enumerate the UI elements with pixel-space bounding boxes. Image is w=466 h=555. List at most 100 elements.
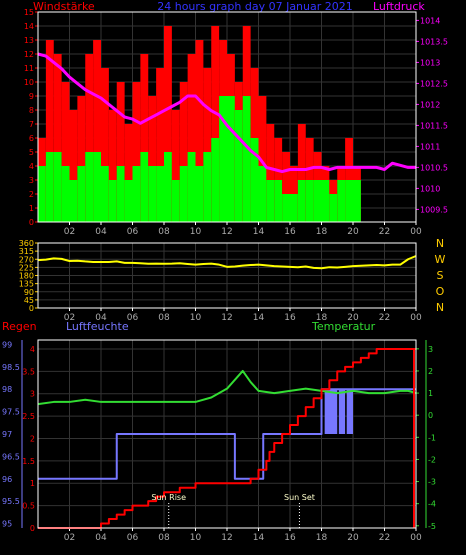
avg-bar: [227, 96, 235, 222]
avg-bar: [313, 180, 322, 222]
pressure-title: Luftdruck: [373, 0, 425, 13]
dir-xtick-label: 08: [158, 313, 170, 323]
gust-bar: [108, 110, 117, 222]
dir-xtick-label: 20: [347, 313, 359, 323]
rain-tick-label: 2: [30, 434, 35, 443]
wind-ytick-label: 8: [29, 106, 34, 115]
wind-title: Windstärke: [33, 0, 95, 13]
temperature-title: Temperatur: [311, 320, 376, 333]
gust-bar: [116, 82, 125, 222]
dir-ytick-label: 225: [19, 263, 34, 272]
humidity-tick-label: 95.5: [2, 497, 20, 506]
p3-xtick-label: 02: [64, 533, 75, 543]
p3-xtick-label: 08: [158, 533, 170, 543]
gust-bar: [211, 26, 220, 222]
wind-xtick-label: 10: [190, 227, 202, 237]
gust-bar: [203, 68, 212, 222]
humidity-tick-label: 97: [2, 430, 12, 439]
rain-tick-label: 0: [30, 524, 35, 533]
avg-bar: [148, 166, 157, 222]
rain-tick-label: 1.5: [22, 457, 35, 466]
avg-bar: [321, 180, 330, 222]
avg-bar: [53, 152, 62, 222]
gust-bar: [156, 68, 164, 222]
gust-bar: [195, 40, 204, 222]
gust-bar: [132, 82, 141, 222]
avg-bar: [156, 166, 164, 222]
humidity-tick-label: 96.5: [2, 452, 20, 461]
wind-ytick-label: 7: [29, 120, 34, 129]
avg-bar: [93, 152, 101, 222]
rain-tick-label: 0.5: [22, 502, 35, 511]
p3-xtick-label: 00: [410, 533, 422, 543]
wind-ytick-label: 5: [29, 148, 34, 157]
temperature-tick-label: -4: [428, 500, 436, 509]
humidity-tick-label: 96: [2, 475, 12, 484]
gust-bar: [45, 40, 54, 222]
gust-bar: [282, 152, 290, 222]
dir-xtick-label: 00: [410, 313, 422, 323]
dir-ytick-label: 315: [19, 247, 34, 256]
wind-ytick-label: 6: [29, 134, 34, 143]
avg-bar: [101, 166, 109, 222]
gust-bar: [93, 40, 101, 222]
wind-xtick-label: 18: [316, 227, 328, 237]
avg-bar: [116, 166, 125, 222]
dir-xtick-label: 12: [221, 313, 232, 323]
pressure-ytick-label: 1010: [420, 184, 440, 193]
wind-ytick-label: 4: [29, 162, 34, 171]
humidity-tick-label: 98.5: [2, 363, 20, 372]
rain-tick-label: 4: [30, 345, 35, 354]
pressure-ytick-label: 1009.5: [420, 205, 448, 214]
avg-bar: [187, 152, 196, 222]
gust-bar: [297, 124, 306, 222]
temperature-tick-label: -2: [428, 455, 436, 464]
humidity-tick-label: 95: [2, 520, 12, 529]
avg-bar: [77, 166, 86, 222]
gust-bar: [164, 26, 172, 222]
compass-label: N: [436, 301, 444, 314]
avg-bar: [61, 166, 70, 222]
dir-xtick-label: 06: [127, 313, 139, 323]
wind-xtick-label: 04: [95, 227, 107, 237]
gust-bar: [148, 96, 157, 222]
wind-ytick-label: 9: [29, 92, 34, 101]
avg-bar: [124, 180, 133, 222]
temperature-tick-label: 2: [428, 367, 433, 376]
wind-ytick-label: 10: [24, 78, 34, 87]
avg-bar: [337, 180, 346, 222]
pressure-ytick-label: 1011.5: [420, 121, 448, 130]
avg-bar: [108, 180, 117, 222]
wind-xtick-label: 16: [284, 227, 296, 237]
pressure-line: [37, 52, 416, 174]
rain-tick-label: 3.5: [22, 367, 35, 376]
chart-title: 24 hours graph day 07 Januar 2021: [157, 0, 353, 13]
avg-bar: [38, 166, 46, 222]
gust-bar: [266, 124, 275, 222]
wind-xtick-label: 00: [410, 227, 422, 237]
p3-xtick-label: 22: [379, 533, 390, 543]
wind-ytick-label: 14: [24, 22, 34, 31]
dir-xtick-label: 04: [95, 313, 107, 323]
dir-ytick-label: 180: [19, 272, 34, 281]
p3-xtick-label: 06: [127, 533, 139, 543]
temperature-tick-label: -3: [428, 478, 436, 487]
dir-xtick-label: 16: [284, 313, 296, 323]
compass-label: N: [436, 237, 444, 250]
gust-bar: [171, 110, 180, 222]
wind-xtick-label: 12: [221, 227, 232, 237]
gust-bar: [77, 96, 86, 222]
dir-ytick-label: 135: [19, 280, 34, 289]
pressure-ytick-label: 1013.5: [420, 37, 448, 46]
sunset-label: Sun Set: [284, 493, 315, 502]
wind-ytick-label: 15: [24, 8, 34, 17]
pressure-ytick-label: 1011: [420, 142, 440, 151]
rain-tick-label: 2.5: [22, 412, 35, 421]
rain-title: Regen: [2, 320, 37, 333]
rain-tick-label: 3: [30, 390, 35, 399]
gust-bar: [53, 54, 62, 222]
wind-ytick-label: 2: [29, 190, 34, 199]
humidity-title: Luftfeuchte: [66, 320, 129, 333]
dir-xtick-label: 22: [379, 313, 390, 323]
